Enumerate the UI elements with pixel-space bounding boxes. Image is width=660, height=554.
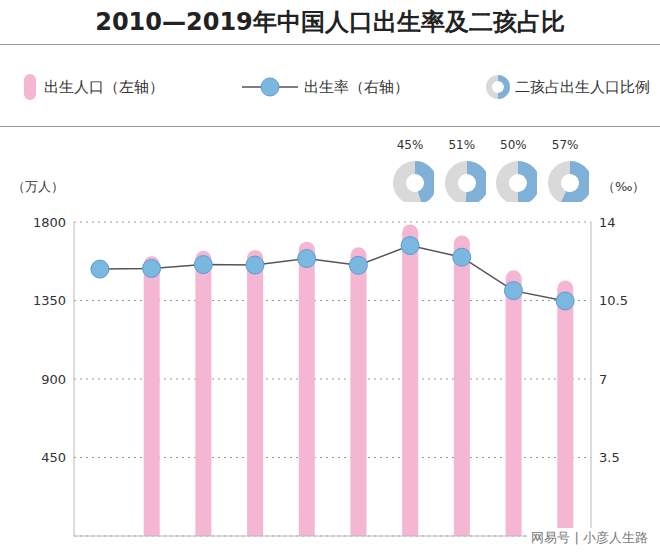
html-text:51%: 51% [448,138,476,152]
html-text:45%: 45% [396,138,424,152]
html-text:2010—2019年中国人口出生率及二孩占比: 2010—2019年中国人口出生率及二孩占比 [95,8,565,36]
html-text:57%: 57% [551,138,579,152]
html-text:网易号 | 小彦人生路: 网易号 | 小彦人生路 [531,530,648,545]
html-text:50%: 50% [500,138,527,152]
svg-text:3.5: 3.5 [599,450,620,465]
svg-text:1800: 1800 [33,215,66,230]
html-text:出生率（右轴）: 出生率（右轴） [304,77,409,96]
html-text:二孩占出生人口比例: 二孩占出生人口比例 [515,77,650,96]
svg-text:10.5: 10.5 [599,293,628,308]
html-text:（万人）: （万人） [12,179,64,194]
svg-text:900: 900 [41,372,66,387]
svg-text:1350: 1350 [33,293,66,308]
svg-text:450: 450 [41,450,66,465]
svg-text:14: 14 [599,215,616,230]
html-text:出生人口（左轴）: 出生人口（左轴） [44,77,164,96]
svg-text:7: 7 [599,372,607,387]
